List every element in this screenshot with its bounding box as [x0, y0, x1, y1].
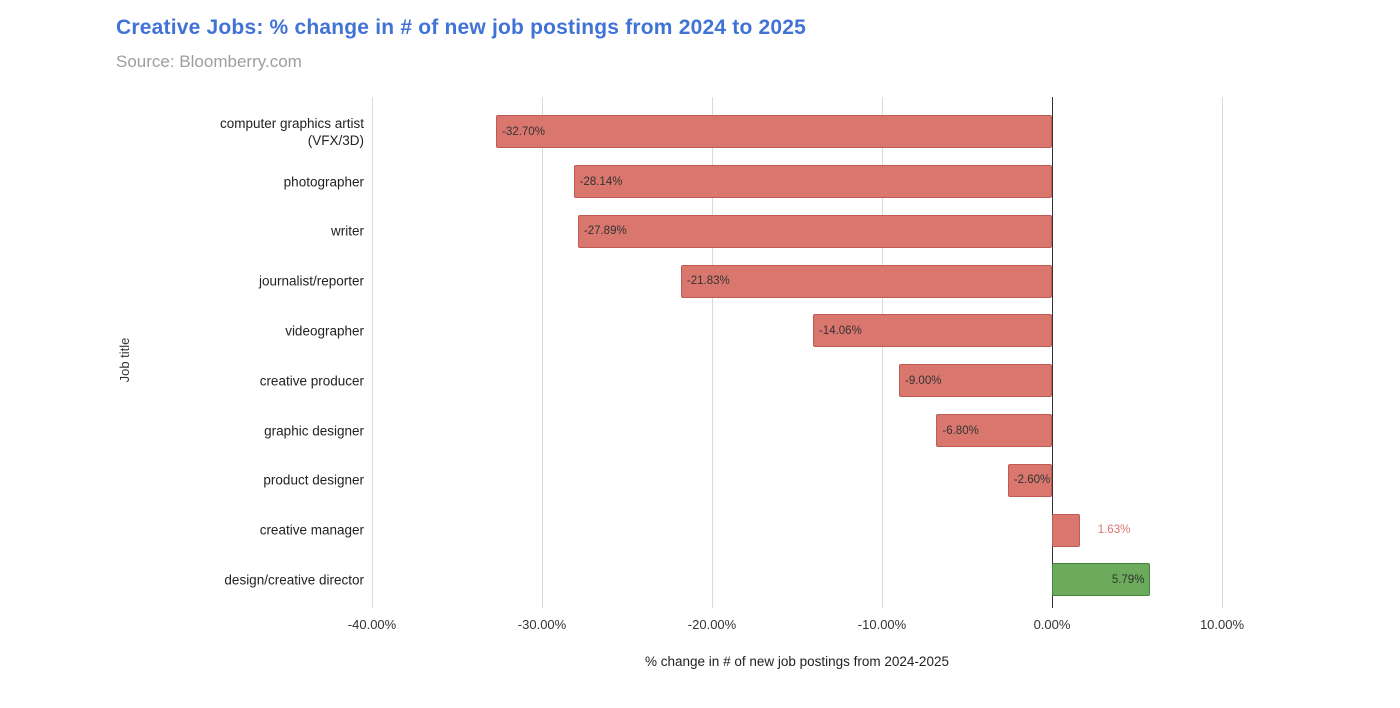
gridline [542, 97, 543, 608]
category-label: product designer [263, 472, 364, 488]
bar-value-label: -9.00% [905, 374, 942, 387]
chart-title: Creative Jobs: % change in # of new job … [116, 16, 807, 39]
bar [577, 214, 1052, 248]
plot-area: -32.70% -28.14% -27.89% -21.83% -14.06% -9.00… [372, 97, 1240, 608]
bar [1052, 513, 1080, 547]
zero-axis-line [1052, 97, 1053, 608]
category-label: design/creative director [224, 572, 364, 588]
category-label: journalist/reporter [258, 273, 364, 289]
category-label: photographer [283, 174, 364, 189]
x-tick-label: -20.00% [687, 617, 737, 632]
y-axis-title: Job title [117, 337, 132, 383]
category-label: graphic designer [264, 423, 364, 438]
gridline [1222, 97, 1223, 608]
category-label: writer [331, 223, 364, 239]
bar-value-label: -6.80% [942, 424, 979, 437]
x-axis-title: % change in # of new job postings from 2… [645, 654, 949, 669]
x-tick-label: -30.00% [517, 617, 567, 632]
x-tick-label: -40.00% [347, 617, 397, 632]
bar-value-label: -21.83% [686, 275, 730, 288]
bar-value-label: -14.06% [818, 324, 862, 337]
x-axis-ticks: -40.00% -30.00% -20.00% -10.00% 0.00% 10.00% [348, 617, 1244, 635]
bar [936, 414, 1052, 447]
bar [496, 115, 1052, 149]
bar-value-label: -27.89% [583, 225, 627, 238]
bar-value-label: -2.60% [1013, 474, 1051, 487]
gridline [882, 97, 883, 608]
bar-value-label: -28.14% [579, 175, 623, 188]
gridline [372, 97, 373, 608]
category-axis: computer graphics artist (VFX/3D) photogr… [144, 97, 364, 608]
bar [573, 165, 1052, 198]
bar [1052, 563, 1151, 597]
category-label: videographer [285, 323, 364, 339]
bar-value-label: 5.79% [1111, 573, 1145, 586]
bar-value-label: -32.70% [502, 125, 545, 138]
bar [680, 264, 1052, 298]
bar [812, 314, 1052, 348]
category-label: creative producer [259, 373, 364, 389]
chart-subtitle: Source: Bloomberry.com [116, 52, 302, 71]
bar [899, 364, 1052, 398]
x-tick-label: -10.00% [857, 617, 907, 632]
category-label: computer graphics artist (VFX/3D) [219, 115, 364, 148]
x-tick-label: 10.00% [1199, 617, 1245, 632]
gridline [712, 97, 713, 608]
bar [1007, 463, 1052, 497]
x-tick-label: 0.00% [1033, 617, 1071, 632]
bar-value-label: 1.63% [1097, 524, 1131, 537]
category-label: creative manager [259, 522, 364, 538]
